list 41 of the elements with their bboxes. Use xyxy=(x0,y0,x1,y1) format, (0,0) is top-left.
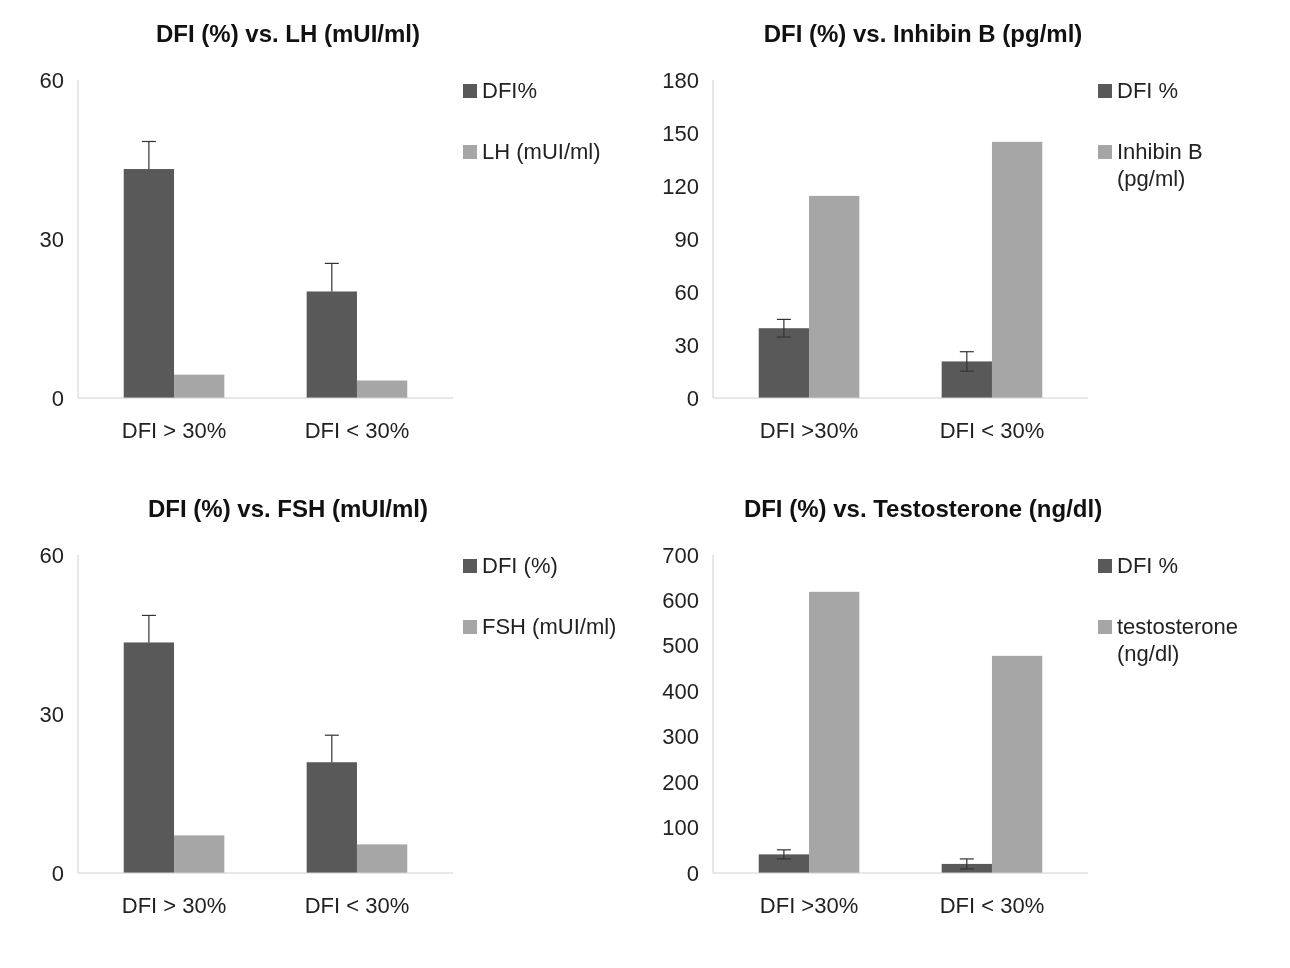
y-tick-label: 600 xyxy=(662,587,699,613)
y-tick-label: 120 xyxy=(662,173,699,199)
legend-label: DFI (%) xyxy=(482,553,558,578)
x-tick-label: DFI < 30% xyxy=(939,418,1045,443)
legend-label: DFI % xyxy=(1117,553,1179,578)
y-tick-label: 30 xyxy=(39,701,64,727)
y-tick-label: 500 xyxy=(662,633,699,659)
legend-label: FSH (mUI/ml) xyxy=(482,614,617,639)
y-tick-label: 100 xyxy=(662,815,699,841)
chart-title: DFI (%) vs. Testosterone (ng/dl) xyxy=(743,495,1103,522)
y-tick-label: 0 xyxy=(686,385,699,411)
legend-label: testosterone (ng/dl) xyxy=(1117,614,1239,666)
chart-title: DFI (%) vs. Inhibin B (pg/ml) xyxy=(763,20,1083,47)
y-tick-label: 400 xyxy=(662,678,699,704)
y-tick-label: 60 xyxy=(674,279,699,305)
x-tick-label: DFI < 30% xyxy=(304,418,410,443)
y-tick-label: 180 xyxy=(662,67,699,93)
y-tick-label: 30 xyxy=(674,332,699,358)
x-tick-label: DFI < 30% xyxy=(939,893,1045,918)
legend-label: DFI% xyxy=(482,78,537,103)
legend-label: DFI % xyxy=(1117,78,1179,103)
y-tick-label: 300 xyxy=(662,724,699,750)
y-tick-label: 700 xyxy=(662,542,699,568)
y-tick-label: 60 xyxy=(39,67,64,93)
x-tick-label: DFI > 30% xyxy=(121,893,227,918)
y-tick-label: 200 xyxy=(662,769,699,795)
legend-label: LH (mUI/ml) xyxy=(482,139,601,164)
y-tick-label: 0 xyxy=(686,860,699,886)
y-tick-label: 150 xyxy=(662,120,699,146)
x-tick-label: DFI > 30% xyxy=(121,418,227,443)
x-tick-label: DFI < 30% xyxy=(304,893,410,918)
y-tick-label: 0 xyxy=(51,860,64,886)
legend-label: Inhibin B (pg/ml) xyxy=(1117,139,1203,191)
y-tick-label: 90 xyxy=(674,226,699,252)
chart-title: DFI (%) vs. FSH (mUI/ml) xyxy=(147,495,429,522)
y-tick-label: 60 xyxy=(39,542,64,568)
x-tick-label: DFI >30% xyxy=(759,418,859,443)
y-tick-label: 0 xyxy=(51,385,64,411)
x-tick-label: DFI >30% xyxy=(759,893,859,918)
y-tick-label: 30 xyxy=(39,226,64,252)
chart-title: DFI (%) vs. LH (mUI/ml) xyxy=(155,20,421,47)
